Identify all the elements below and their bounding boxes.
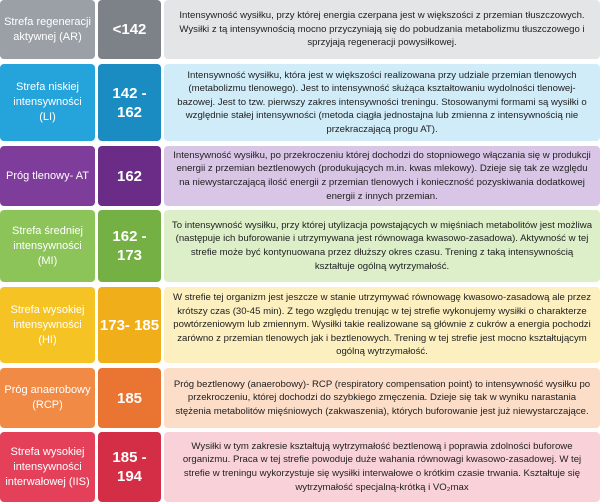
- zone-description: Intensywność wysiłku, która jest w więks…: [164, 64, 600, 141]
- zone-description: Próg beztlenowy (anaerobowy)- RCP (respi…: [164, 368, 600, 428]
- zone-row-li: Strefa niskiej intensywności (LI) 142 - …: [0, 64, 600, 141]
- zone-hr-value: 185 - 194: [98, 432, 161, 502]
- zone-hr-value: 185: [98, 368, 161, 428]
- zone-name-cell: Strefa niskiej intensywności (LI): [0, 64, 95, 141]
- zone-row-hi: Strefa wysokiej intensywności (HI) 173- …: [0, 287, 600, 363]
- zone-hr-value: 162: [98, 146, 161, 206]
- zone-description: To intensywność wysiłku, przy której uty…: [164, 210, 600, 282]
- zone-name-cell: Strefa wysokiej intensywności interwałow…: [0, 432, 95, 502]
- zone-name-cell: Próg tlenowy- AT: [0, 146, 95, 206]
- zone-row-at: Próg tlenowy- AT 162 Intensywność wysiłk…: [0, 146, 600, 206]
- zone-row-rcp: Próg anaerobowy (RCP) 185 Próg beztlenow…: [0, 368, 600, 428]
- zone-name-cell: Strefa średniej intensywności (MI): [0, 210, 95, 282]
- zone-description: Wysiłki w tym zakresie kształtują wytrzy…: [164, 432, 600, 502]
- zone-description: W strefie tej organizm jest jeszcze w st…: [164, 287, 600, 363]
- zone-row-mi: Strefa średniej intensywności (MI) 162 -…: [0, 210, 600, 282]
- zone-name-cell: Próg anaerobowy (RCP): [0, 368, 95, 428]
- zone-hr-value: 173- 185: [98, 287, 161, 363]
- zone-hr-value: <142: [98, 0, 161, 59]
- zone-hr-value: 162 - 173: [98, 210, 161, 282]
- zone-description: Intensywność wysiłku, przy której energi…: [164, 0, 600, 59]
- zone-name-cell: Strefa regeneracji aktywnej (AR): [0, 0, 95, 59]
- zone-row-iis: Strefa wysokiej intensywności interwałow…: [0, 432, 600, 502]
- zone-description: Intensywność wysiłku, po przekroczeniu k…: [164, 146, 600, 206]
- zone-row-ar: Strefa regeneracji aktywnej (AR) <142 In…: [0, 0, 600, 59]
- zone-hr-value: 142 - 162: [98, 64, 161, 141]
- zone-name-cell: Strefa wysokiej intensywności (HI): [0, 287, 95, 363]
